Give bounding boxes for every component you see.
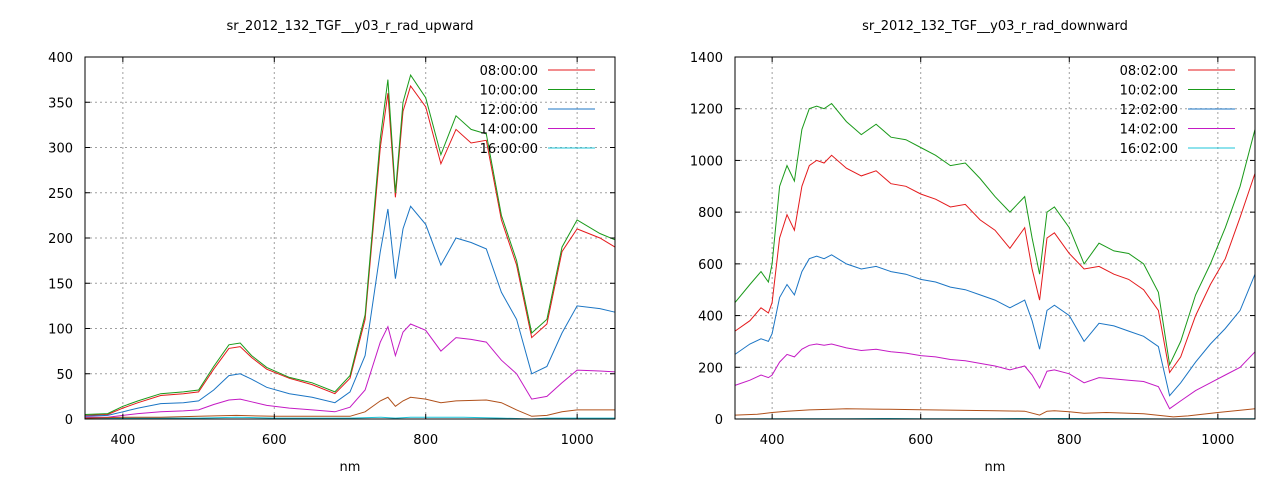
y-tick-label: 150	[48, 277, 73, 292]
y-tick-label: 350	[48, 96, 73, 111]
chart-title: sr_2012_132_TGF__y03_r_rad_downward	[862, 19, 1128, 34]
x-tick-label: 400	[760, 433, 785, 448]
series-line-10:02:00	[734, 102, 1256, 367]
series-line-14:02:00	[734, 343, 1256, 410]
x-axis-label: nm	[985, 460, 1006, 475]
legend-label: 14:02:00	[1120, 123, 1178, 138]
y-tick-label: 50	[56, 368, 73, 383]
x-tick-label: 400	[110, 433, 135, 448]
series-line-unnamed-5	[84, 396, 615, 419]
y-tick-label: 250	[48, 187, 73, 202]
chart-panel-2: sr_2012_132_TGF__y03_r_rad_downward 400 60…	[690, 19, 1256, 475]
y-tick-label: 1200	[690, 103, 723, 118]
legend-label: 10:00:00	[480, 84, 538, 99]
y-tick-label: 100	[48, 323, 73, 338]
legend-label: 16:00:00	[480, 142, 538, 157]
x-axis-label: nm	[340, 460, 361, 475]
y-tick-label: 1000	[690, 154, 723, 169]
y-tick-label: 0	[715, 413, 723, 428]
series-line-08:00:00	[84, 84, 616, 416]
series-line-08:02:00	[734, 154, 1256, 374]
series-line-12:02:00	[734, 254, 1256, 397]
legend-label: 08:00:00	[480, 64, 538, 79]
legend-label: 10:02:00	[1120, 84, 1178, 99]
x-tick-label: 1000	[561, 433, 594, 448]
x-tick-label: 1000	[1201, 433, 1234, 448]
legend-label: 16:02:00	[1120, 142, 1178, 157]
y-tick-label: 0	[65, 413, 73, 428]
y-tick-label: 200	[48, 232, 73, 247]
series-line-14:00:00	[85, 323, 616, 418]
legend-label: 08:02:00	[1120, 64, 1178, 79]
y-tick-label: 1400	[690, 51, 723, 66]
y-tick-label: 400	[48, 51, 73, 66]
y-tick-label: 600	[698, 258, 723, 273]
series-line-12:00:00	[84, 205, 616, 417]
series-line-unnamed-5	[734, 408, 1256, 418]
x-tick-label: 800	[1057, 433, 1082, 448]
legend-label: 12:02:00	[1120, 103, 1178, 118]
y-tick-label: 300	[48, 142, 73, 157]
plot-frame	[734, 56, 1256, 420]
legend-label: 12:00:00	[480, 103, 538, 118]
x-tick-label: 600	[262, 433, 287, 448]
legend-label: 14:00:00	[480, 123, 538, 138]
y-tick-label: 200	[698, 361, 723, 376]
chart-panel-1: sr_2012_132_TGF__y03_r_rad_upward 400 600 8…	[48, 19, 616, 475]
y-tick-label: 800	[698, 206, 723, 221]
y-tick-label: 400	[698, 310, 723, 325]
x-tick-label: 600	[908, 433, 933, 448]
x-tick-label: 800	[413, 433, 438, 448]
chart-title: sr_2012_132_TGF__y03_r_rad_upward	[226, 19, 473, 34]
series-line-10:00:00	[84, 73, 616, 415]
